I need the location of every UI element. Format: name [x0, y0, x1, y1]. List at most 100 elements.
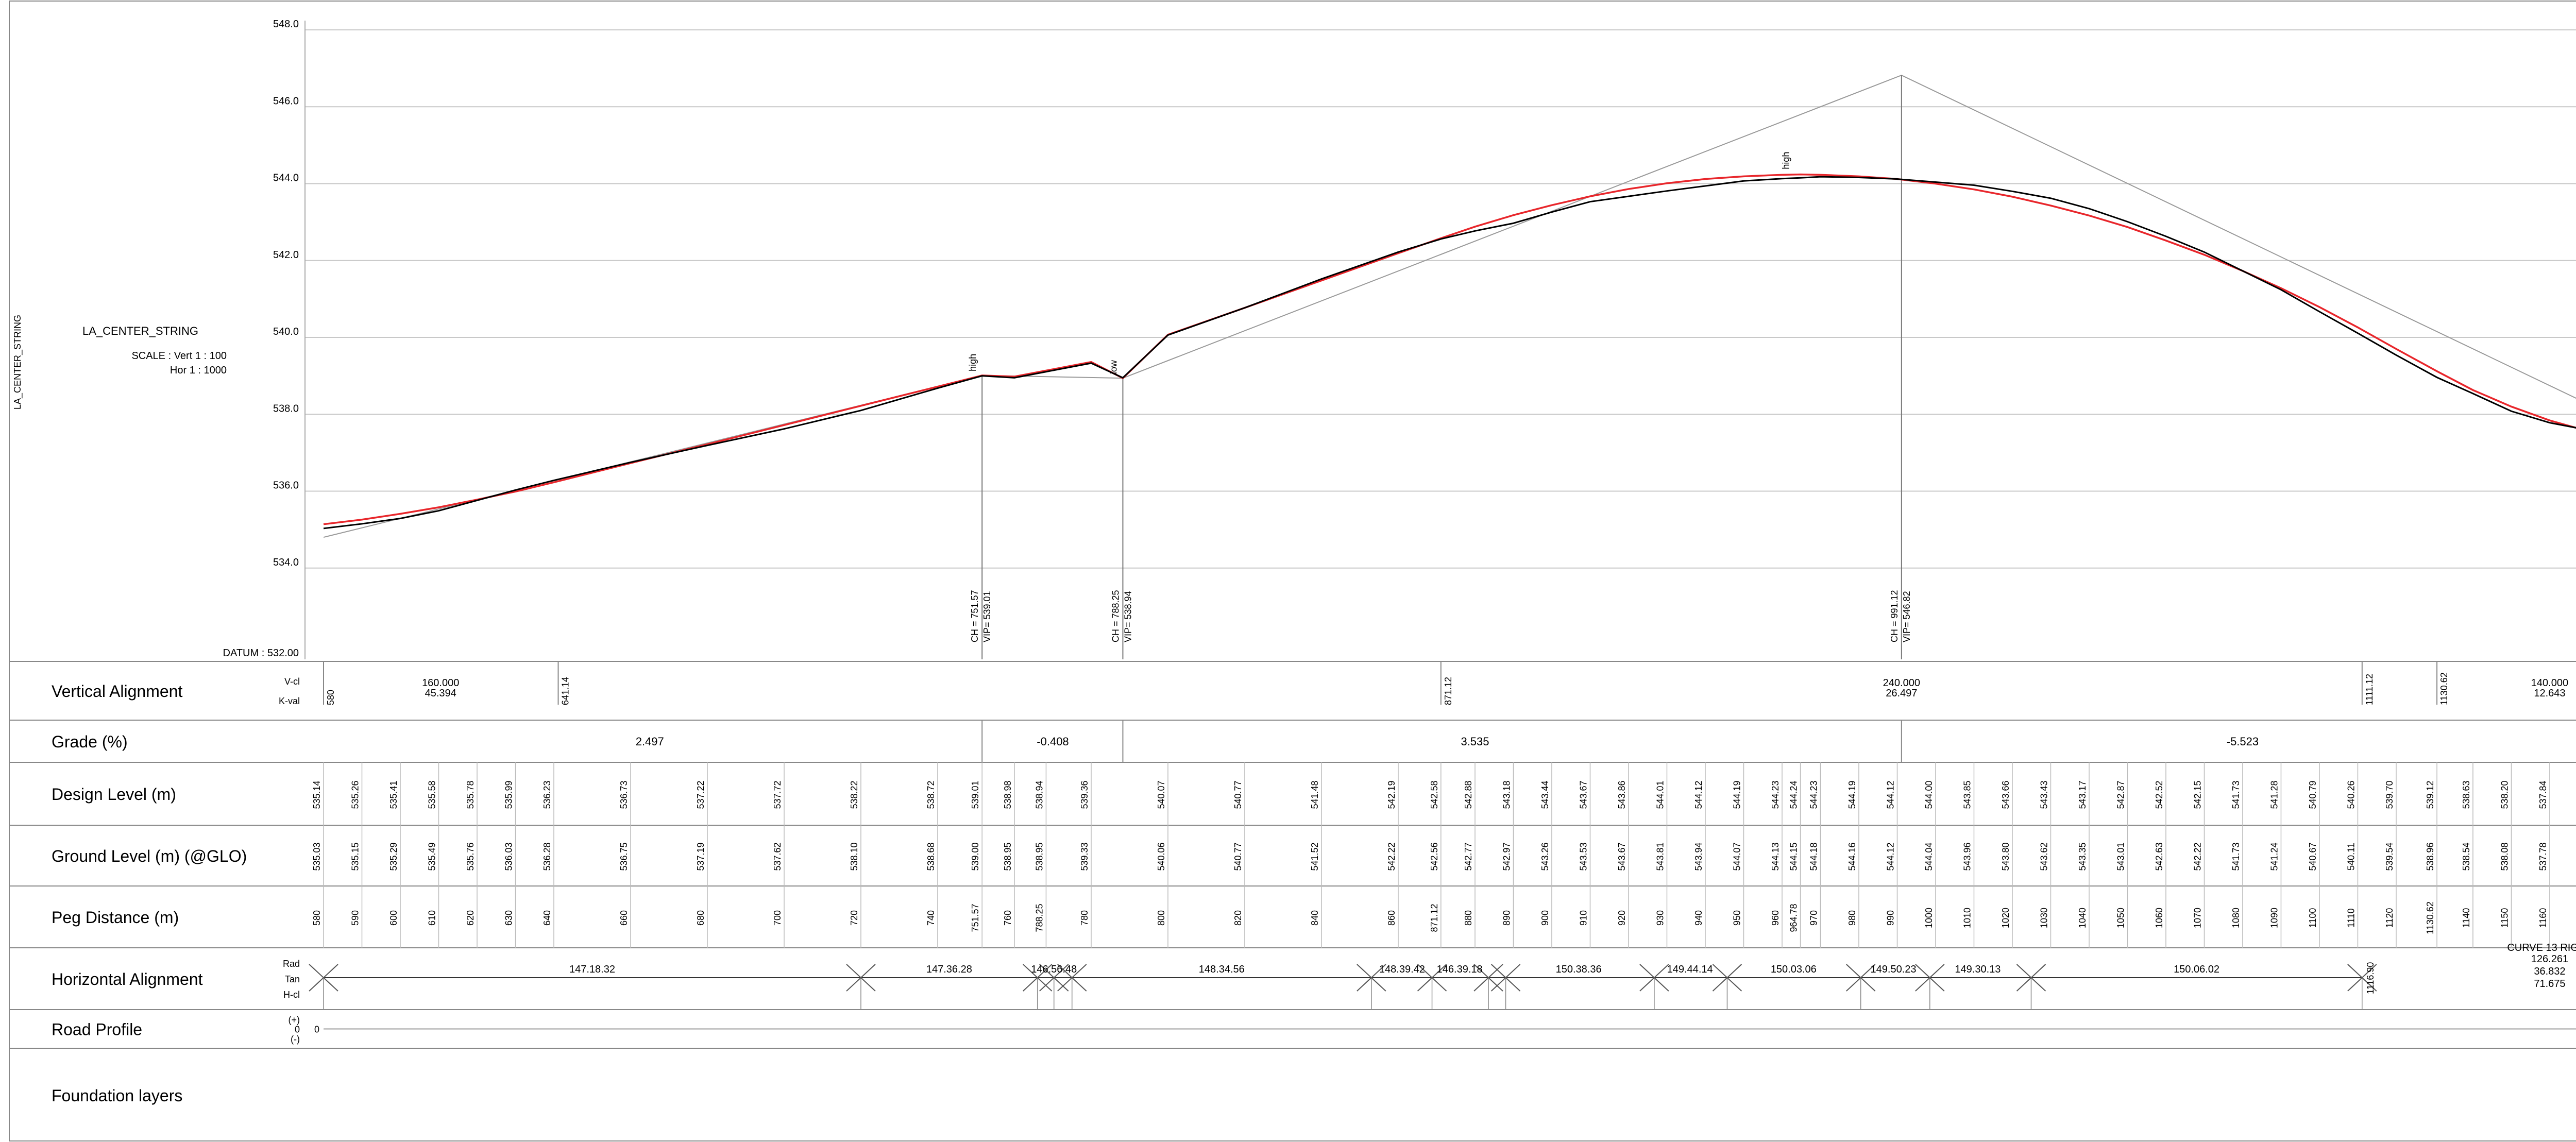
design-level-value: 544.19: [1732, 780, 1742, 809]
ip-level-label: VIP= 538.94: [1123, 591, 1133, 642]
ip-chainage-label: CH = 991.12: [1889, 590, 1900, 642]
peg-distance-value: 590: [350, 910, 360, 926]
ground-level-value: 540.11: [2346, 843, 2356, 871]
sheet-border: [9, 1, 2576, 1141]
peg-distance-value: 900: [1540, 910, 1550, 926]
ground-level-value: 542.97: [1501, 842, 1512, 871]
peg-distance-value: 610: [427, 910, 437, 926]
design-level-value: 542.58: [1429, 780, 1439, 809]
ground-level-value: 536.03: [503, 842, 514, 871]
scale-line-2: Hor 1 : 1000: [170, 365, 227, 376]
design-level-value: 543.18: [1501, 780, 1512, 809]
band-row-label: Foundation layers: [52, 1086, 182, 1105]
design-level-value: 543.67: [1578, 780, 1588, 809]
design-level-value: 538.94: [1034, 780, 1044, 809]
design-level-value: 542.52: [2154, 780, 2164, 809]
peg-distance-value: 1150: [2499, 908, 2510, 928]
design-level-value: 539.12: [2425, 780, 2435, 809]
peg-distance-value: 820: [1233, 910, 1243, 926]
design-level-value: 544.01: [1655, 780, 1665, 809]
grade-value: 2.497: [636, 735, 664, 748]
ground-level-value: 539.54: [2384, 842, 2395, 871]
design-level-value: 541.48: [1310, 780, 1320, 809]
ground-level-value: 542.22: [2192, 842, 2202, 871]
string-name: LA_CENTER_STRING: [82, 325, 198, 337]
ground-level-value: 543.53: [1578, 842, 1588, 871]
ha-bearing-label: 147.36.28: [926, 964, 972, 975]
y-tick-label: 544.0: [273, 173, 299, 184]
ha-curve-radius: 126.261: [2531, 953, 2568, 965]
ground-level-value: 544.13: [1770, 842, 1781, 871]
peg-distance-value: 1100: [2308, 908, 2318, 928]
ha-bearing-label: 149.44.14: [1667, 964, 1713, 975]
peg-distance-value: 970: [1808, 910, 1819, 926]
ip-tag-label: low: [1108, 360, 1118, 374]
band-row-sublabel: (-): [291, 1034, 300, 1044]
ground-level-value: 543.94: [1693, 842, 1704, 871]
design-level-value: 537.84: [2538, 780, 2548, 809]
road-profile-zero: 0: [314, 1025, 319, 1035]
peg-distance-value: 751.57: [970, 904, 980, 932]
design-level-value: 537.72: [772, 780, 783, 809]
design-level-value: 543.86: [1617, 780, 1627, 809]
band-row-labels: Vertical Alignment V-cl K-val Grade (%) Desi…: [52, 676, 300, 1105]
peg-distance-value: 1070: [2192, 908, 2202, 928]
ground-level-value: 537.78: [2538, 842, 2548, 871]
design-level-value: 542.87: [2115, 780, 2126, 809]
peg-distance-value: 930: [1655, 910, 1665, 926]
va-marker-label: 1130.62: [2439, 672, 2449, 705]
ground-level-value: 539.00: [970, 842, 980, 871]
ground-level-value: 544.12: [1885, 842, 1895, 871]
design-level-value: 544.24: [1789, 780, 1799, 809]
ground-level-value: 540.77: [1233, 842, 1243, 871]
design-level-value: 535.26: [350, 780, 360, 809]
peg-distance-value: 760: [1003, 910, 1013, 926]
peg-distance-value: 1110: [2346, 908, 2356, 927]
ground-level-value: 542.56: [1429, 842, 1439, 871]
ground-level-value: 536.75: [619, 842, 629, 871]
ground-level-value: 543.96: [1962, 842, 1972, 871]
ha-bearing-label: 149.50.23: [1871, 964, 1917, 975]
design-level-value: 535.99: [503, 780, 514, 809]
va-curve-kvalue: 26.497: [1886, 688, 1917, 699]
peg-distance-value: 640: [542, 910, 552, 926]
ha-curve-title: CURVE 13 RIGHT: [2507, 942, 2576, 953]
design-level-line: [323, 173, 2576, 525]
ground-level-value: 535.76: [465, 842, 476, 871]
band-row-label: Peg Distance (m): [52, 908, 179, 927]
peg-distance-value: 960: [1770, 910, 1781, 926]
ground-level-value: 544.16: [1847, 842, 1857, 871]
peg-distance-row: 580 590 600 610 620 630 640 660 680 700 720 740 751.…: [312, 886, 2550, 948]
scale-line-1: SCALE : Vert 1 : 100: [131, 350, 227, 362]
ground-level-value: 538.95: [1034, 842, 1044, 871]
band-row-sublabel: K-val: [279, 696, 300, 706]
peg-distance-value: 600: [388, 910, 399, 926]
ground-level-value: 538.95: [1003, 842, 1013, 871]
ground-level-value: 537.19: [696, 842, 706, 871]
design-level-value: 542.19: [1386, 780, 1397, 809]
peg-distance-value: 1060: [2154, 908, 2164, 928]
ground-level-value: 541.52: [1310, 842, 1320, 871]
datum-label: DATUM : 532.00: [223, 647, 299, 659]
ground-level-value: 543.62: [2039, 842, 2049, 871]
profile-series: [323, 173, 2576, 530]
ground-level-value: 541.73: [2231, 842, 2241, 871]
profile-header: LA_CENTER_STRING LA_CENTER_STRING SCALE …: [12, 315, 299, 659]
side-label: LA_CENTER_STRING: [12, 315, 23, 410]
peg-distance-value: 630: [503, 910, 514, 926]
ha-bearing-label: 147.18.32: [569, 964, 615, 975]
tangent-grade-line: [323, 74, 2576, 538]
y-tick-label: 548.0: [273, 19, 299, 30]
band-row-label: Grade (%): [52, 732, 128, 751]
grade-row: 2.497 -0.408 3.535 -5.523: [636, 720, 2259, 762]
band-row-label: Road Profile: [52, 1020, 142, 1039]
ground-level-value: 538.08: [2499, 842, 2510, 871]
y-tick-label: 542.0: [273, 249, 299, 261]
design-level-row: 535.14 535.26 535.41 535.58 535.78 535.99 536.…: [312, 762, 2550, 825]
ground-level-value: 538.10: [849, 842, 859, 871]
ground-level-value: 543.81: [1655, 842, 1665, 871]
design-level-value: 543.44: [1540, 780, 1550, 809]
design-level-value: 538.63: [2461, 780, 2471, 809]
peg-distance-value: 1160: [2538, 908, 2548, 928]
ground-level-value: 542.63: [2154, 842, 2164, 871]
